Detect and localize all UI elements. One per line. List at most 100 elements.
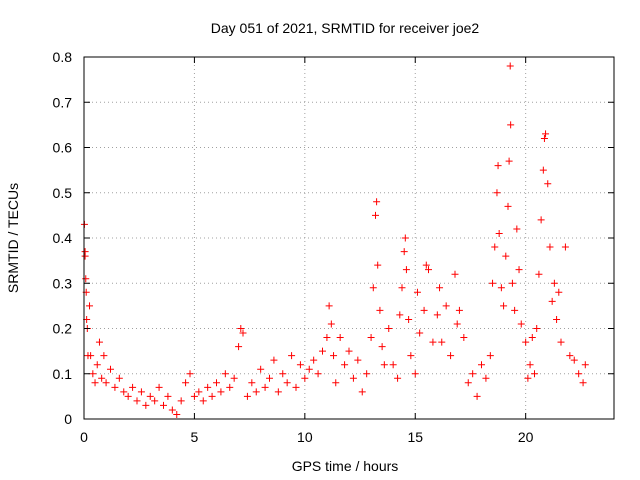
data-point [497,284,505,292]
data-point [402,266,410,274]
data-point [266,374,273,382]
y-axis-label: SRMTID / TECUs [5,183,21,293]
data-point [354,356,362,364]
data-point [129,383,137,391]
x-tick-label: 10 [297,429,313,445]
data-point [151,397,159,405]
data-point [517,320,525,328]
data-point [535,270,543,278]
data-point [394,374,402,382]
data-point [332,379,340,387]
x-tick-label: 5 [191,429,199,445]
data-point [400,248,408,256]
data-point [524,374,532,382]
data-point [453,320,461,328]
data-point [380,361,388,369]
plot-frame [83,56,615,420]
data-point [305,365,313,373]
x-tick-label: 15 [407,429,423,445]
data-point [363,370,371,378]
data-point [237,325,245,332]
data-point [89,370,97,378]
x-tick-label: 20 [518,429,534,445]
data-point [522,338,530,346]
data-point [531,370,538,378]
data-point [137,388,145,396]
data-point [146,392,154,400]
axes: 0 0.1 0.2 0.3 0.4 0.5 0.6 0.7 0.8 0 5 10 15 20 [53,49,615,445]
data-point [319,347,326,355]
data-point [504,202,512,210]
data-point [208,392,216,400]
data-point [243,392,251,400]
data-point [539,166,547,174]
data-point [296,361,304,369]
grid-lines [84,57,614,419]
data-point [274,388,282,396]
data-point [292,383,300,391]
data-point [526,361,534,369]
x-tick-label: 0 [80,429,88,445]
data-point [81,252,89,260]
data-point [310,356,318,364]
data-point [398,284,406,292]
y-tick-label: 0 [64,411,72,427]
data-point [199,397,207,405]
data-point [502,252,510,260]
data-point [506,62,514,70]
data-point [553,315,561,323]
data-point [557,338,565,346]
data-point [436,284,444,292]
data-point [98,374,106,382]
data-point [579,379,587,387]
data-point [95,338,103,346]
data-point [411,370,419,378]
data-point [325,302,333,310]
data-point [164,392,172,400]
data-point [173,410,181,418]
y-tick-label: 0.8 [53,49,73,65]
data-point [555,288,563,296]
data-point [107,365,114,373]
data-point [464,379,472,387]
data-point [515,266,523,274]
data-point [142,401,150,409]
data-point [544,180,552,188]
data-point [447,352,455,360]
data-point [401,234,409,242]
data-point [455,306,463,314]
data-point [548,297,556,305]
data-point [460,334,468,342]
data-point [91,379,99,387]
data-point [416,329,424,337]
data-point [177,397,185,405]
data-point [82,275,90,283]
data-point [369,284,377,292]
y-tick-label: 0.5 [53,185,73,201]
data-point [422,261,430,269]
chart-title: Day 051 of 2021, SRMTID for receiver joe… [211,20,480,36]
data-point [575,370,583,378]
data-point [378,343,386,351]
data-point [494,162,502,170]
data-point [213,379,220,387]
data-point [252,388,260,396]
data-point [102,379,110,387]
data-point [508,279,516,287]
data-point [413,288,421,296]
data-point [489,279,497,287]
data-point [507,121,515,129]
data-point [451,270,459,278]
data-point [505,157,513,165]
data-point [550,279,558,287]
y-tick-label: 0.6 [53,140,73,156]
data-point [513,225,521,233]
data-point [405,315,413,323]
data-point [226,383,234,391]
data-point [407,352,415,360]
data-point [537,216,545,224]
y-tick-label: 0.4 [53,230,73,246]
data-point [433,311,441,319]
